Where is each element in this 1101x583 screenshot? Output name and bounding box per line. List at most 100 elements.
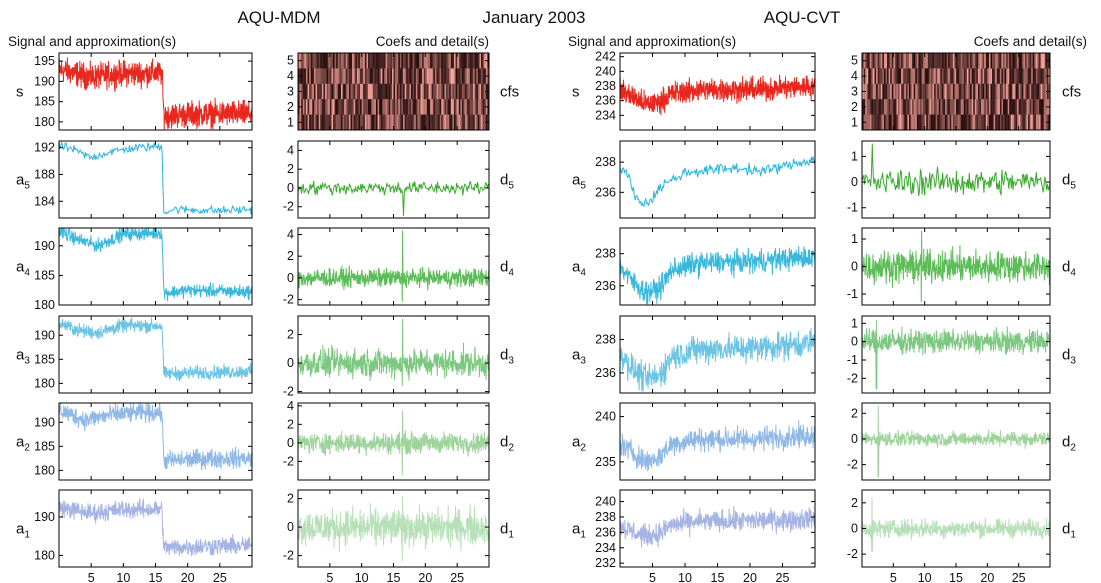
coef-cell — [363, 83, 366, 100]
coef-cell — [992, 53, 994, 69]
coef-cell — [476, 53, 479, 69]
coef-cell — [902, 68, 905, 85]
coef-cell — [910, 83, 913, 100]
coef-cell — [1020, 99, 1023, 115]
coef-cell — [869, 83, 872, 100]
coef-cell — [345, 83, 348, 100]
coef-cell — [423, 53, 426, 69]
coef-cell — [482, 53, 485, 69]
detail-panel: 123 45 cfs — [287, 52, 519, 131]
coef-cell — [1024, 83, 1027, 100]
coef-cell — [426, 83, 429, 100]
coef-cell — [951, 114, 954, 131]
coef-cell — [320, 99, 323, 115]
coef-cell — [977, 53, 980, 69]
right-title: AQU-CVT — [764, 8, 841, 27]
coef-cell — [336, 68, 339, 85]
coef-cell — [1042, 83, 1045, 100]
coef-cell — [959, 68, 962, 85]
coef-cell — [317, 114, 320, 131]
coef-cell — [1024, 68, 1027, 85]
row-label: a4 — [572, 259, 586, 279]
coef-cell — [982, 53, 985, 69]
coef-cell — [329, 99, 332, 115]
coef-cell — [1006, 53, 1009, 69]
coef-cell — [999, 53, 1002, 69]
coef-cell — [388, 83, 391, 100]
coef-cell — [1004, 53, 1007, 69]
coef-cell — [1042, 114, 1045, 131]
row-label: d3 — [500, 347, 514, 367]
coef-cell — [356, 114, 359, 131]
coef-cell — [988, 53, 991, 69]
row-label-sub: 3 — [580, 356, 586, 367]
coef-cell — [1029, 68, 1032, 85]
coef-cell — [929, 53, 932, 69]
coef-cell — [1040, 83, 1043, 100]
coef-cell — [934, 114, 937, 131]
coef-cell — [415, 53, 418, 69]
coef-cell — [1017, 114, 1020, 131]
coef-cell — [450, 114, 453, 131]
coef-cell — [1034, 114, 1037, 131]
coef-cell — [1026, 53, 1029, 69]
coef-cell — [948, 114, 951, 131]
coef-cell — [325, 83, 328, 100]
coef-cell — [312, 83, 315, 100]
coef-cell — [442, 68, 445, 85]
y-tick-label: 2 — [851, 496, 858, 510]
coef-cell — [930, 83, 933, 100]
coef-cell — [331, 99, 334, 115]
coef-cell — [415, 99, 418, 115]
coef-cell — [441, 68, 444, 85]
coef-cell — [1023, 114, 1026, 131]
coef-cell — [344, 83, 347, 100]
coef-cell — [1043, 99, 1046, 115]
coef-cell — [923, 99, 926, 115]
coef-cell — [974, 83, 977, 100]
coef-cell — [937, 83, 940, 100]
coef-cell — [458, 114, 461, 131]
coef-cell — [880, 99, 883, 115]
coef-cell — [431, 83, 434, 100]
coef-cell — [985, 114, 988, 131]
y-tick-label: 240 — [595, 64, 616, 78]
coef-cell — [304, 53, 307, 69]
coef-cell — [463, 99, 466, 115]
coef-cell — [993, 83, 996, 100]
coef-cell — [315, 83, 318, 100]
coef-cell — [415, 114, 418, 131]
coef-cell — [938, 68, 941, 85]
coef-cell — [874, 114, 877, 131]
coef-cell — [1010, 68, 1013, 85]
coef-cell — [1012, 68, 1015, 85]
coef-cell — [355, 83, 358, 100]
coef-cell — [328, 68, 331, 85]
coef-cell — [909, 83, 911, 100]
coef-cell — [865, 99, 868, 115]
coef-cell — [468, 53, 471, 69]
coef-cell — [372, 99, 375, 115]
coef-cell — [891, 83, 894, 100]
coef-cell — [941, 68, 944, 85]
coef-cell — [333, 68, 336, 85]
y-tick-label: 0 — [287, 271, 294, 285]
coef-cell — [934, 99, 937, 115]
coef-cell — [885, 114, 888, 131]
coef-cell — [398, 68, 401, 85]
coef-cell — [328, 83, 331, 100]
coef-cell — [943, 99, 946, 115]
coef-cell — [404, 83, 407, 100]
chart-group: 180185190195s184188192a5180185190a418018… — [16, 52, 519, 583]
coef-cell — [1029, 99, 1032, 115]
coef-cell — [874, 68, 877, 85]
coef-cell — [973, 53, 976, 69]
row-label-sub: 4 — [508, 268, 514, 279]
coef-cell — [395, 68, 398, 85]
y-tick-label: 184 — [34, 194, 55, 208]
x-tick-label: 25 — [1012, 571, 1026, 583]
row-label-sub: 4 — [1070, 268, 1076, 279]
coef-cell — [919, 83, 922, 100]
coef-cell — [385, 83, 388, 100]
coef-cell — [915, 83, 918, 100]
